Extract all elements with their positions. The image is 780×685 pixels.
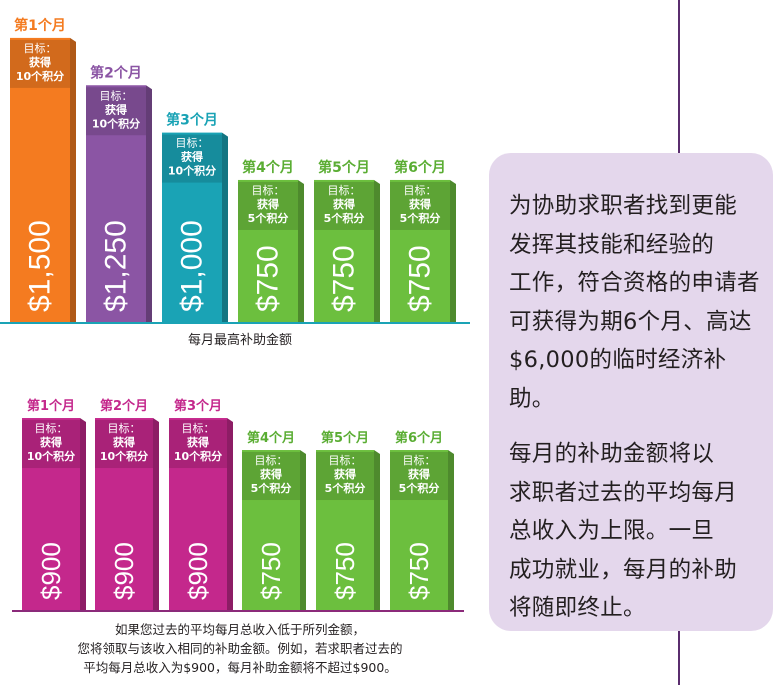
value-label: $900 [36, 542, 66, 600]
value-label: $1,000 [176, 220, 209, 312]
target-label: 10个积分 [16, 69, 64, 83]
bar-target-block [86, 87, 146, 136]
month-label: 第4个月 [242, 159, 294, 176]
bar-side [300, 450, 306, 610]
target-label: 10个积分 [174, 449, 222, 463]
value-label: $750 [328, 245, 361, 312]
bar-target-block [314, 181, 374, 230]
target-label: 获得 [40, 435, 62, 449]
target-label: 获得 [181, 150, 203, 164]
value-label: $900 [109, 542, 139, 600]
target-label: 5个积分 [325, 481, 366, 495]
target-label: 5个积分 [248, 211, 289, 225]
bar-side [153, 418, 159, 610]
capped-subsidy-example-chart: 第1个月目标：获得10个积分$900第2个月目标：获得10个积分$900第3个月… [12, 398, 464, 612]
target-label: 目标： [100, 88, 133, 102]
target-label: 获得 [333, 197, 355, 211]
bar-target-block [242, 452, 300, 501]
target-label: 10个积分 [100, 449, 148, 463]
month-label: 第5个月 [318, 159, 370, 176]
target-label: 5个积分 [324, 211, 365, 225]
bar-target-block [95, 420, 153, 469]
bar-side [227, 418, 233, 610]
month-label: 第6个月 [394, 159, 446, 176]
value-label: $750 [404, 245, 437, 312]
value-label: $750 [252, 245, 285, 312]
value-label: $750 [256, 542, 286, 600]
bar-side [374, 179, 380, 322]
baseline [12, 610, 464, 612]
target-label: 获得 [29, 55, 51, 69]
info-paragraph-1: 为协助求职者找到更能 发挥其技能和经验的 工作，符合资格的申请者 可获得为期6个… [509, 193, 760, 412]
bar-side [80, 418, 86, 610]
bar-target-block [10, 39, 70, 88]
value-label: $1,250 [100, 220, 133, 312]
target-label: 目标： [108, 421, 141, 435]
chart2-caption: 如果您过去的平均每月总收入低于所列金额， 您将领取与该收入相同的补助金额。例如，… [77, 622, 403, 675]
target-label: 5个积分 [251, 481, 292, 495]
target-label: 5个积分 [399, 481, 440, 495]
bar-target-block [22, 420, 80, 469]
target-label: 目标： [403, 453, 436, 467]
month-label: 第2个月 [100, 398, 148, 414]
month-label: 第3个月 [166, 112, 218, 129]
bar-side [70, 37, 76, 323]
target-label: 获得 [257, 197, 279, 211]
target-label: 目标： [328, 183, 361, 197]
bar-side [222, 132, 228, 322]
target-label: 获得 [187, 435, 209, 449]
target-label: 获得 [334, 467, 356, 481]
value-label: $750 [404, 542, 434, 600]
target-label: 获得 [105, 102, 127, 116]
baseline [0, 322, 470, 324]
target-label: 目标： [24, 41, 57, 55]
month-label: 第6个月 [395, 430, 443, 446]
value-label: $750 [330, 542, 360, 600]
target-label: 获得 [408, 467, 430, 481]
target-label: 获得 [409, 197, 431, 211]
month-label: 第1个月 [27, 398, 75, 414]
max-monthly-subsidy-chart: 第1个月目标：获得10个积分$1,500第2个月目标：获得10个积分$1,250… [0, 17, 470, 324]
month-label: 第5个月 [321, 430, 369, 446]
target-label: 10个积分 [92, 116, 140, 130]
bar-side [374, 450, 380, 610]
month-label: 第2个月 [90, 64, 142, 81]
target-label: 目标： [329, 453, 362, 467]
bar-side [146, 85, 152, 322]
bar-target-block [316, 452, 374, 501]
info-paragraph-2: 每月的补助金额将以 求职者过去的平均每月 总收入为上限。一旦 成功就业，每月的补… [509, 441, 738, 621]
target-label: 目标： [255, 453, 288, 467]
bar-target-block [390, 181, 450, 230]
target-label: 目标： [35, 421, 68, 435]
info-box: 为协助求职者找到更能 发挥其技能和经验的 工作，符合资格的申请者 可获得为期6个… [489, 153, 773, 631]
target-label: 目标： [252, 183, 285, 197]
target-label: 5个积分 [400, 211, 441, 225]
target-label: 10个积分 [27, 449, 75, 463]
month-label: 第4个月 [247, 430, 295, 446]
value-label: $1,500 [24, 220, 57, 312]
target-label: 获得 [260, 467, 282, 481]
target-label: 目标： [404, 183, 437, 197]
chart1-xlabel: 每月最高补助金额 [187, 333, 292, 348]
bar-target-block [238, 181, 298, 230]
bar-target-block [162, 134, 222, 183]
month-label: 第3个月 [174, 398, 222, 414]
bar-target-block [169, 420, 227, 469]
bar-side [450, 179, 456, 322]
bar-target-block [390, 452, 448, 501]
value-label: $900 [183, 542, 213, 600]
bar-side [448, 450, 454, 610]
target-label: 目标： [182, 421, 215, 435]
target-label: 获得 [113, 435, 135, 449]
bar-side [298, 179, 304, 322]
month-label: 第1个月 [14, 17, 66, 34]
target-label: 目标： [176, 136, 209, 150]
target-label: 10个积分 [168, 164, 216, 178]
